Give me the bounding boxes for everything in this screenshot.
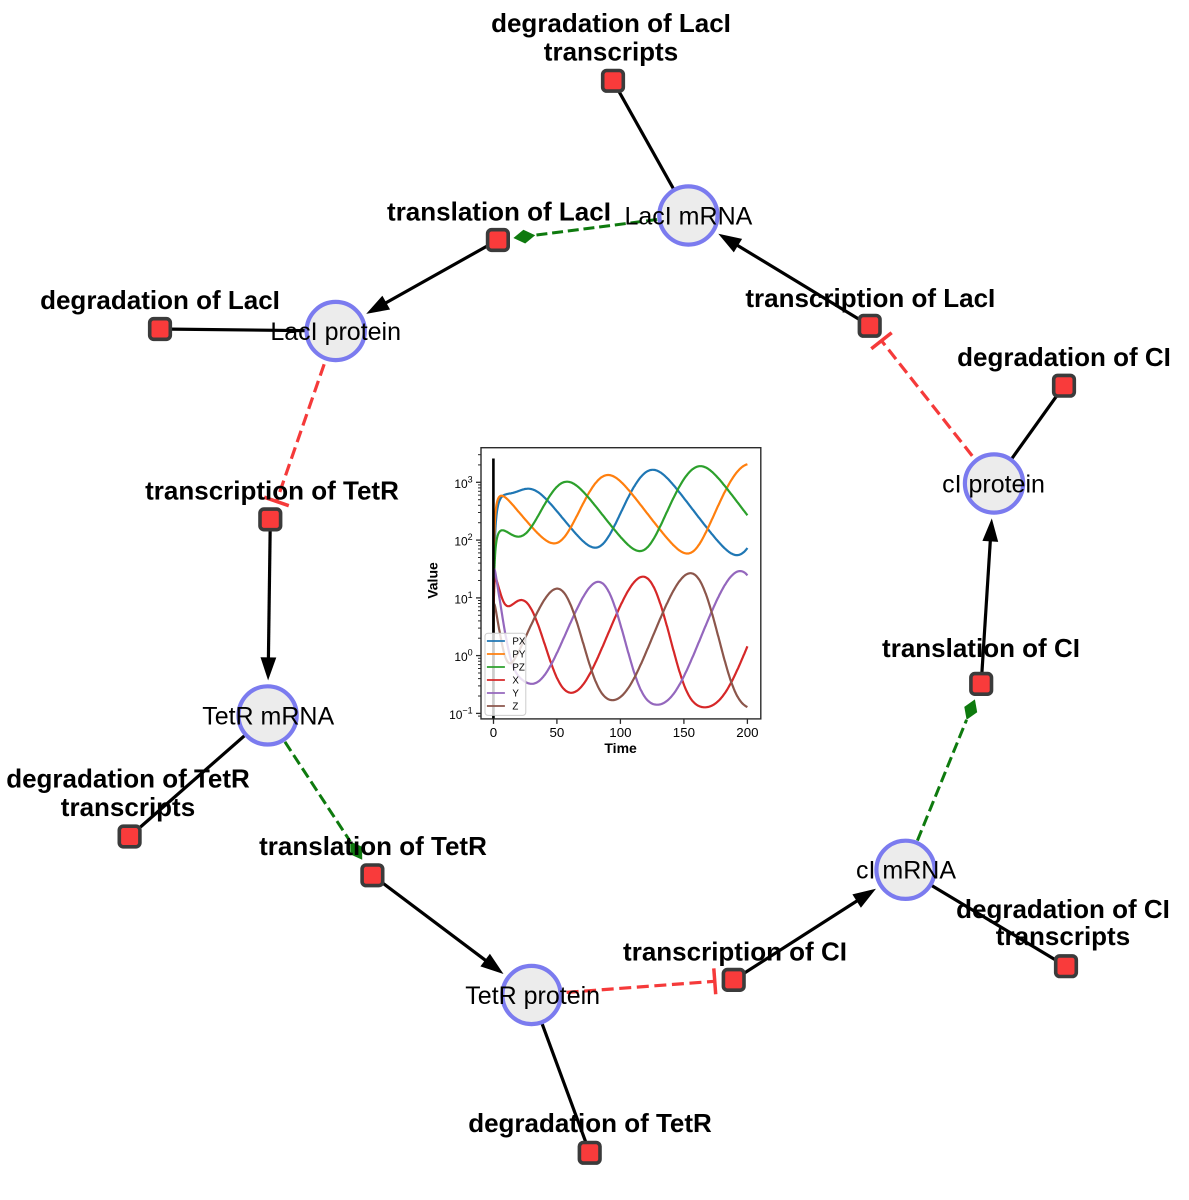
svg-text:transcription of CI: transcription of CI (623, 937, 847, 967)
svg-text:degradation of LacI: degradation of LacI (491, 8, 731, 38)
svg-text:degradation of CI: degradation of CI (956, 894, 1170, 924)
svg-text:Z: Z (512, 702, 518, 713)
svg-text:10−1: 10−1 (449, 705, 473, 722)
svg-text:X: X (512, 676, 519, 687)
svg-text:transcripts: transcripts (61, 792, 195, 822)
svg-text:LacI protein: LacI protein (270, 318, 401, 346)
svg-text:transcription of TetR: transcription of TetR (145, 476, 399, 506)
svg-text:102: 102 (454, 532, 472, 549)
svg-text:degradation of TetR: degradation of TetR (6, 764, 250, 794)
svg-text:200: 200 (736, 725, 758, 740)
svg-text:Value: Value (425, 562, 441, 599)
svg-text:100: 100 (609, 725, 631, 740)
svg-text:103: 103 (454, 474, 472, 491)
svg-text:100: 100 (454, 648, 472, 665)
svg-text:50: 50 (550, 725, 565, 740)
svg-text:translation of CI: translation of CI (882, 633, 1080, 663)
svg-text:translation of LacI: translation of LacI (387, 196, 611, 226)
svg-text:0: 0 (490, 725, 497, 740)
svg-text:PX: PX (512, 637, 526, 648)
svg-text:translation of TetR: translation of TetR (259, 831, 487, 861)
svg-text:Time: Time (604, 740, 637, 756)
svg-text:cI mRNA: cI mRNA (856, 857, 956, 885)
svg-text:TetR protein: TetR protein (465, 982, 600, 1010)
svg-text:101: 101 (454, 590, 472, 607)
svg-text:degradation of LacI: degradation of LacI (40, 285, 280, 315)
svg-text:transcription of LacI: transcription of LacI (745, 283, 995, 313)
svg-text:TetR mRNA: TetR mRNA (202, 702, 334, 730)
svg-text:transcripts: transcripts (996, 921, 1130, 951)
svg-text:transcripts: transcripts (544, 37, 678, 67)
svg-text:LacI mRNA: LacI mRNA (624, 202, 752, 230)
svg-text:150: 150 (673, 725, 695, 740)
svg-text:PY: PY (512, 650, 526, 661)
svg-text:degradation of CI: degradation of CI (957, 342, 1171, 372)
svg-text:PZ: PZ (512, 663, 525, 674)
svg-text:degradation of TetR: degradation of TetR (468, 1108, 712, 1138)
svg-text:Y: Y (512, 689, 519, 700)
svg-text:cI protein: cI protein (942, 470, 1045, 498)
